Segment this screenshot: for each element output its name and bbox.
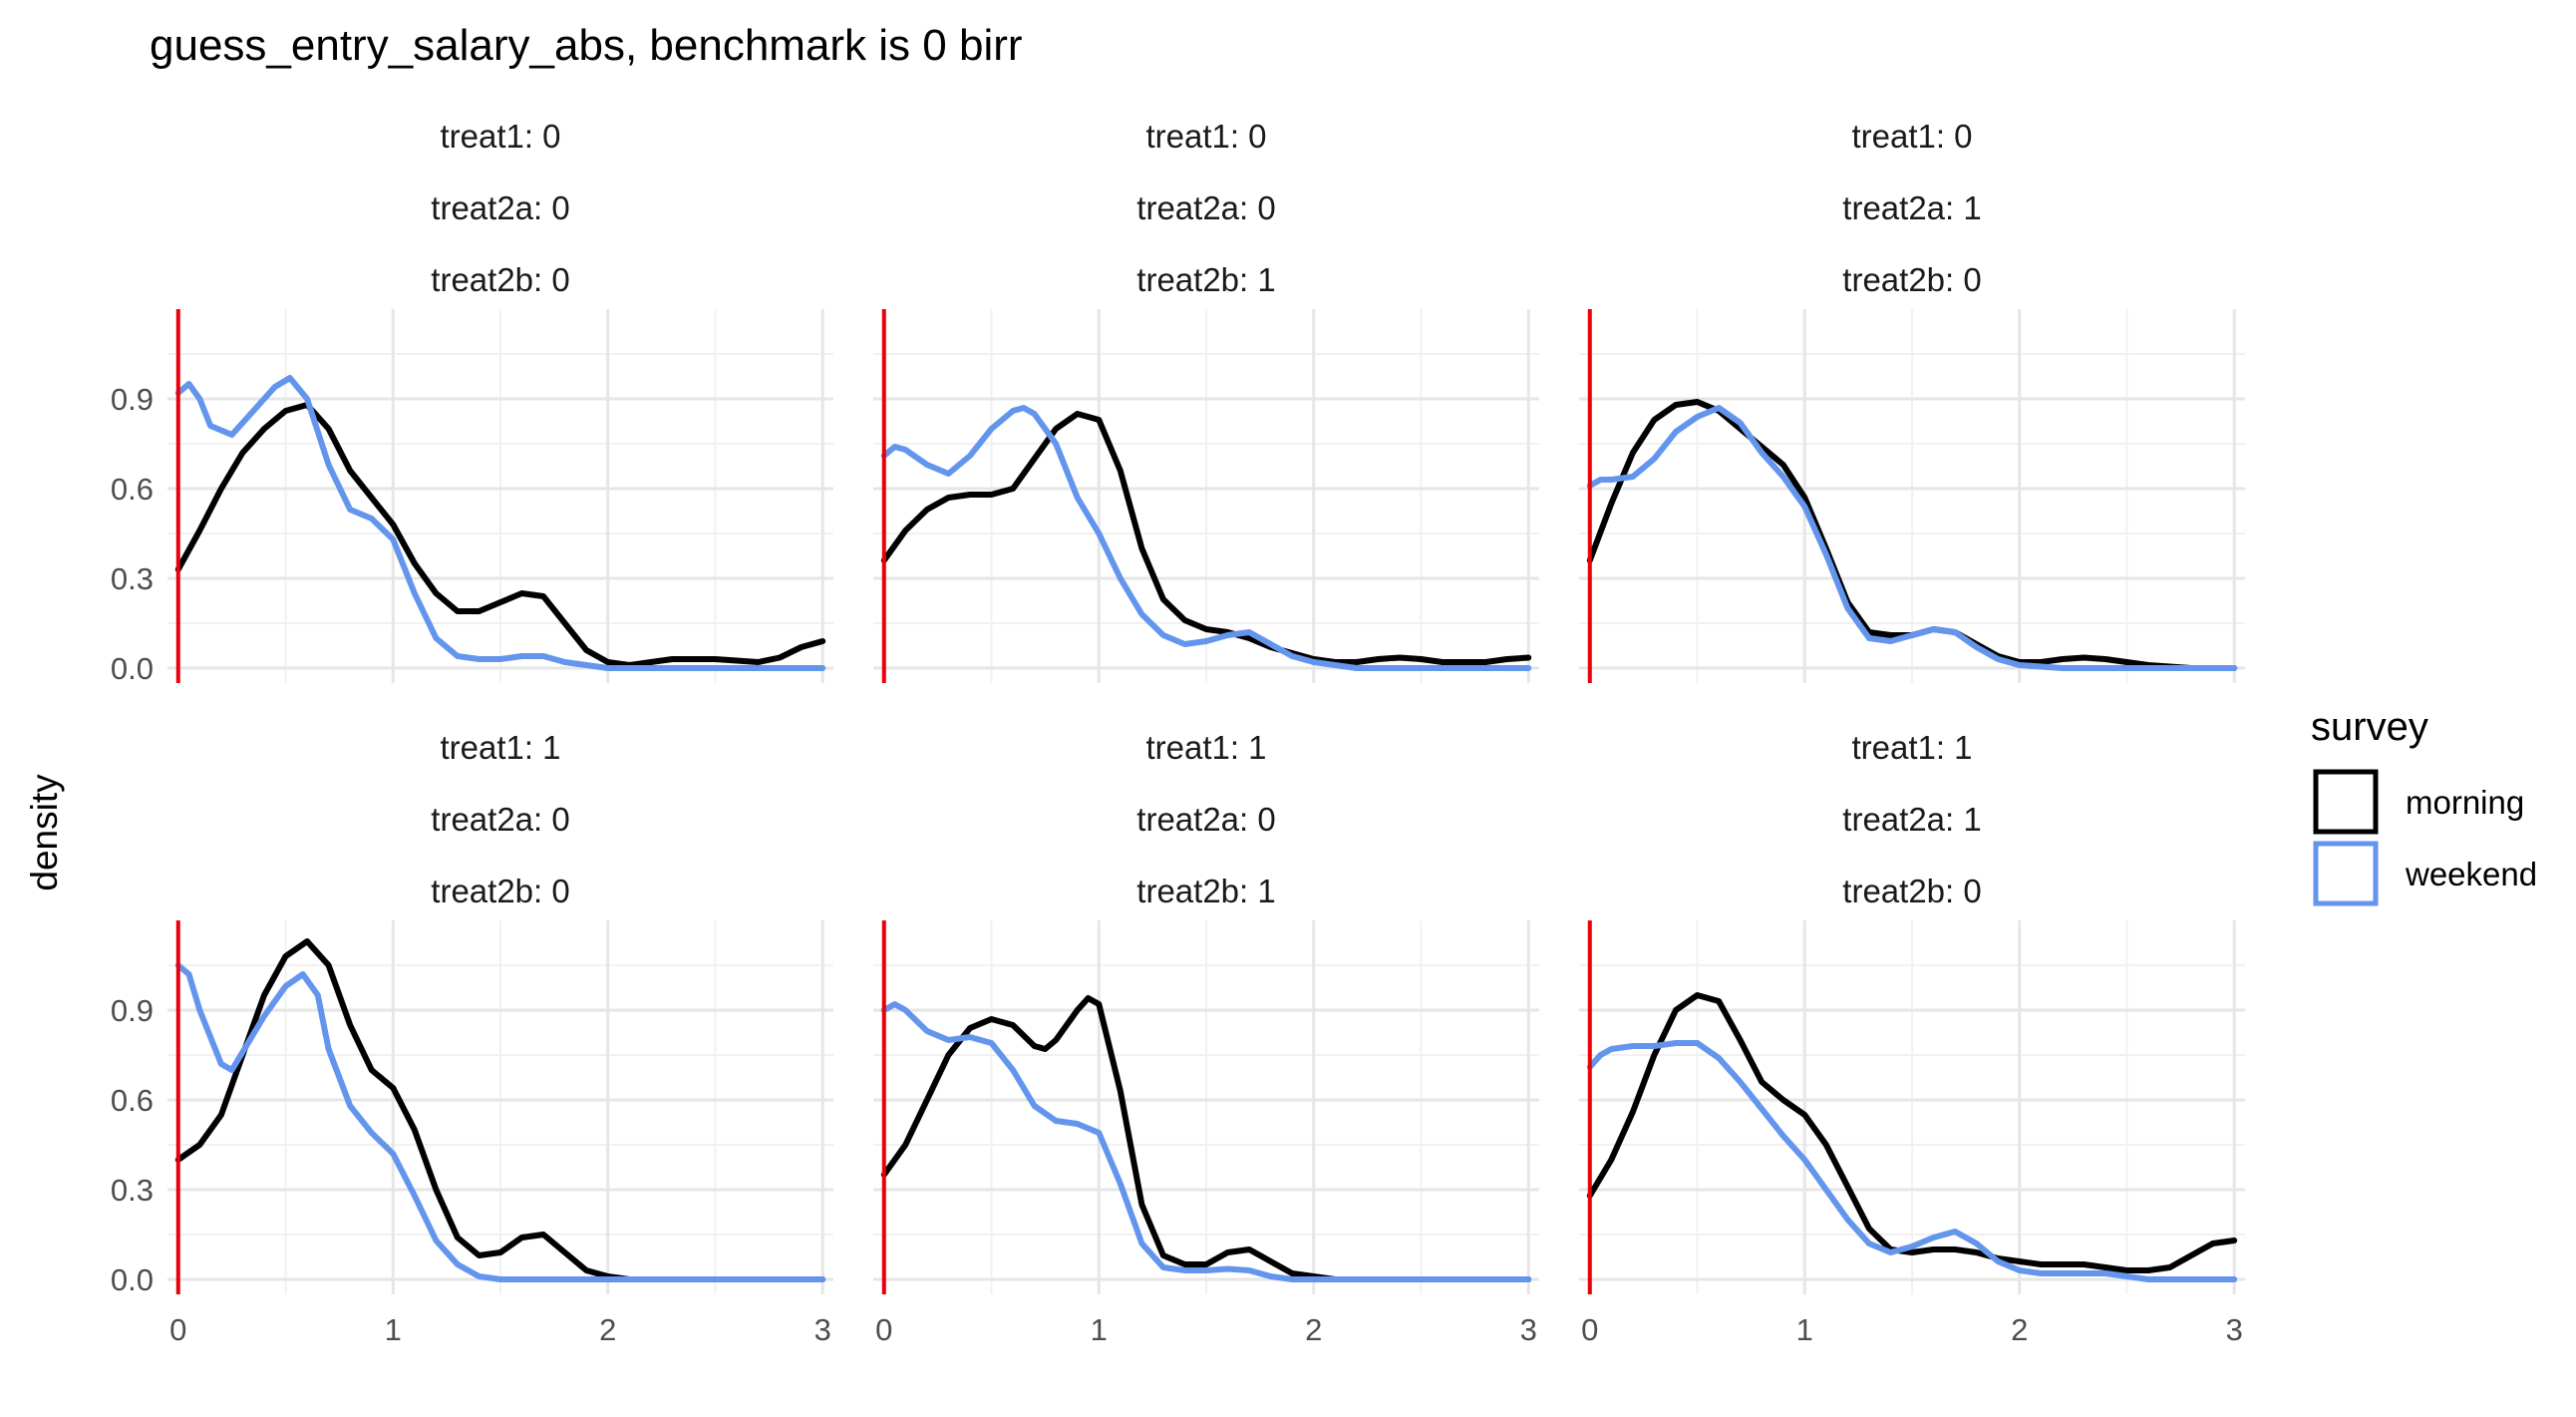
legend: survey morning weekend	[2311, 705, 2537, 906]
facet-panel: treat1: 0 treat2a: 1 treat2b: 0	[1579, 118, 2245, 683]
x-tick-label: 1	[385, 1312, 402, 1347]
facet-panel: treat1: 1 treat2a: 0 treat2b: 1 0 1 2 3	[873, 729, 1539, 1347]
x-tick-label: 2	[599, 1312, 616, 1347]
y-tick-label: 0.9	[111, 993, 154, 1028]
facet-strip-label: treat1: 1	[440, 729, 560, 766]
facet-strip-label: treat2b: 1	[1136, 873, 1275, 909]
density-line-morning	[174, 402, 826, 668]
density-line-morning	[1586, 992, 2238, 1273]
x-tick-label: 2	[2011, 1312, 2028, 1347]
density-line-weekend	[174, 962, 826, 1282]
facet-panel: treat1: 0 treat2a: 0 treat2b: 1	[873, 118, 1539, 683]
x-tick-label: 3	[814, 1312, 831, 1347]
y-tick-label: 0.0	[111, 1262, 154, 1297]
facet-strip-label: treat2a: 0	[1136, 801, 1275, 838]
facet-strip-label: treat2b: 0	[431, 873, 569, 909]
y-tick-label: 0.3	[111, 561, 154, 596]
density-line-morning	[880, 411, 1532, 665]
density-line-morning	[174, 938, 826, 1282]
facet-strip-label: treat1: 0	[440, 118, 560, 155]
facet-panel: treat1: 1 treat2a: 0 treat2b: 0 0.0 0.3 0.6 0.…	[111, 729, 833, 1347]
facet-strip-label: treat1: 0	[1851, 118, 1972, 155]
y-tick-label: 0.9	[111, 382, 154, 417]
facet-panel: treat1: 0 treat2a: 0 treat2b: 0 0.0 0.3 0.6 0.…	[111, 118, 833, 686]
facet-strip-label: treat2a: 1	[1842, 801, 1981, 838]
y-axis-title: density	[24, 774, 65, 891]
x-tick-label: 1	[1796, 1312, 1813, 1347]
facet-strip-label: treat1: 1	[1145, 729, 1266, 766]
legend-label-morning: morning	[2406, 784, 2524, 821]
facet-panels: treat1: 0 treat2a: 0 treat2b: 0 0.0 0.3 0.6 0.…	[111, 118, 2245, 1347]
density-line-weekend	[1586, 405, 2238, 671]
facet-panel: treat1: 1 treat2a: 1 treat2b: 0 0 1 2 3	[1579, 729, 2245, 1347]
facet-strip-label: treat1: 0	[1145, 118, 1266, 155]
legend-key-weekend	[2313, 841, 2379, 906]
y-tick-label: 0.3	[111, 1173, 154, 1208]
facet-strip-label: treat2b: 0	[431, 261, 569, 298]
density-line-weekend	[174, 375, 826, 671]
x-tick-label: 3	[2226, 1312, 2243, 1347]
x-tick-label: 2	[1305, 1312, 1322, 1347]
y-tick-label: 0.6	[111, 472, 154, 507]
x-tick-label: 3	[1520, 1312, 1537, 1347]
facet-strip-label: treat2b: 1	[1136, 261, 1275, 298]
facet-strip-label: treat2a: 0	[431, 189, 569, 226]
facet-strip-label: treat2a: 1	[1842, 189, 1981, 226]
chart-title: guess_entry_salary_abs, benchmark is 0 b…	[150, 21, 1023, 70]
x-tick-label: 0	[169, 1312, 186, 1347]
legend-label-weekend: weekend	[2405, 856, 2537, 892]
facet-strip-label: treat1: 1	[1851, 729, 1972, 766]
x-tick-label: 0	[875, 1312, 892, 1347]
facet-strip-label: treat2a: 0	[431, 801, 569, 838]
density-line-weekend	[1586, 1040, 2238, 1282]
y-tick-label: 0.6	[111, 1083, 154, 1118]
facet-strip-label: treat2a: 0	[1136, 189, 1275, 226]
density-line-weekend	[880, 1001, 1532, 1282]
facet-strip-label: treat2b: 0	[1842, 261, 1981, 298]
x-tick-label: 0	[1581, 1312, 1598, 1347]
legend-key-morning	[2313, 769, 2379, 835]
legend-title: survey	[2311, 705, 2428, 749]
density-line-morning	[880, 995, 1532, 1282]
facet-strip-label: treat2b: 0	[1842, 873, 1981, 909]
y-tick-label: 0.0	[111, 651, 154, 686]
x-tick-label: 1	[1091, 1312, 1108, 1347]
density-line-weekend	[880, 405, 1532, 671]
